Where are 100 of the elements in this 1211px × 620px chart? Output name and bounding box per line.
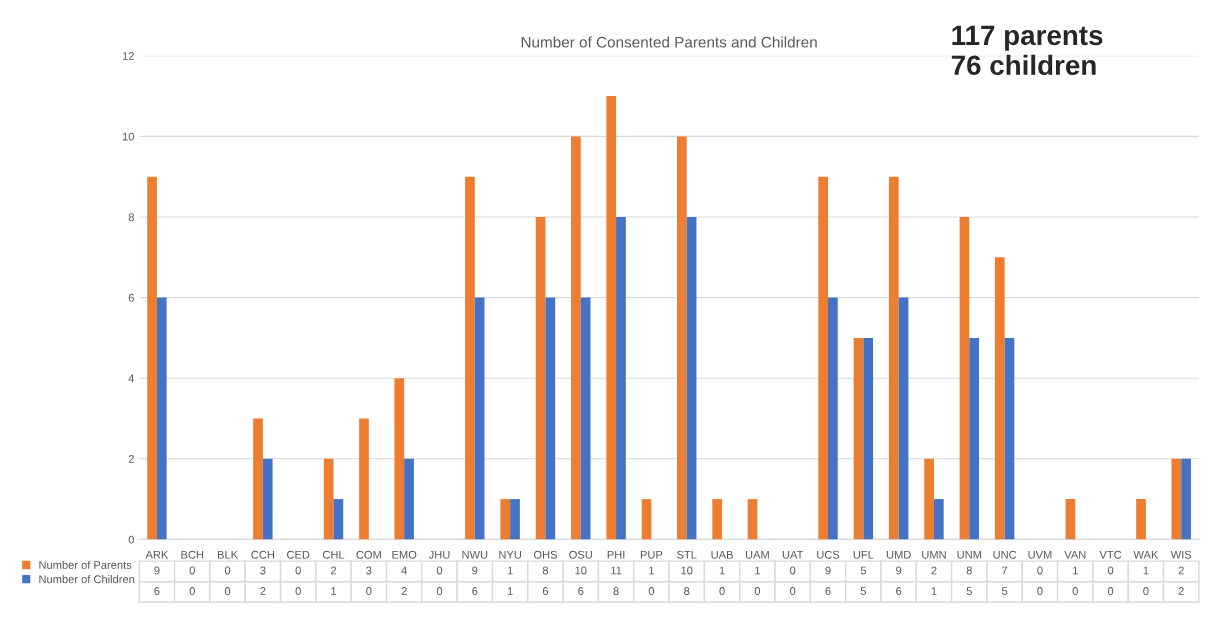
bar — [853, 337, 864, 540]
data-label: 1 — [507, 566, 513, 575]
y-tick-label: 8 — [128, 213, 134, 222]
data-label: 5 — [1001, 587, 1008, 595]
data-label: 2 — [260, 587, 266, 595]
data-label: 9 — [825, 566, 831, 575]
bar — [323, 458, 334, 540]
data-label: 10 — [681, 566, 693, 575]
bar — [545, 297, 556, 540]
data-label: 0 — [224, 587, 231, 595]
data-label: 1 — [507, 587, 513, 595]
bar — [828, 297, 838, 540]
data-label: 9 — [154, 566, 160, 575]
data-label: 0 — [790, 566, 796, 575]
data-label: 0 — [1037, 566, 1043, 575]
data-label: 0 — [1037, 587, 1043, 595]
x-tick-label: STL — [677, 550, 697, 559]
data-label: 8 — [684, 587, 690, 595]
bar — [969, 337, 980, 540]
x-tick-label: UCS — [817, 550, 840, 559]
data-label: 1 — [649, 566, 654, 575]
data-label: 5 — [860, 587, 866, 595]
data-label: 0 — [189, 566, 195, 575]
x-tick-label: UMN — [922, 550, 946, 559]
data-label: 8 — [966, 566, 972, 575]
data-label: 9 — [472, 566, 478, 575]
data-label: 0 — [366, 587, 372, 595]
bar — [465, 176, 475, 540]
x-tick-label: OSU — [569, 550, 592, 559]
bar — [959, 217, 970, 540]
bar — [747, 499, 758, 540]
data-label: 3 — [260, 566, 266, 575]
data-label: 0 — [436, 566, 443, 575]
data-label: 6 — [896, 587, 902, 595]
x-tick-label: OHS — [533, 550, 557, 559]
bar — [580, 297, 591, 540]
data-label: 3 — [366, 566, 372, 575]
y-tick-label: 10 — [122, 132, 134, 141]
data-label: 0 — [436, 587, 443, 595]
data-label: 8 — [542, 566, 549, 575]
bar — [924, 458, 934, 540]
x-tick-label: PUP — [640, 550, 663, 559]
bar — [606, 96, 617, 540]
data-label: 1 — [1143, 566, 1149, 575]
x-tick-label: UAB — [711, 550, 733, 559]
x-tick-label: UMD — [886, 550, 911, 559]
chart-title: Number of Consented Parents and Children — [521, 36, 817, 48]
y-tick-label: 2 — [128, 455, 134, 463]
data-label: 6 — [154, 587, 160, 595]
data-label: 4 — [401, 566, 407, 575]
data-label: 0 — [648, 587, 655, 595]
data-label: 8 — [613, 587, 619, 595]
x-tick-label: UAM — [745, 550, 769, 559]
bar — [404, 458, 414, 540]
data-label: 0 — [1107, 587, 1114, 595]
x-tick-label: UVM — [1028, 550, 1052, 559]
bar — [500, 499, 511, 540]
data-label: 2 — [1178, 566, 1184, 575]
data-label: 1 — [1073, 566, 1078, 575]
x-tick-label: BCH — [181, 550, 204, 559]
data-label: 0 — [189, 587, 195, 595]
bar — [933, 499, 944, 540]
data-label: 0 — [1143, 587, 1149, 595]
x-tick-label: VAN — [1064, 550, 1086, 559]
bar — [898, 297, 909, 540]
bar — [535, 217, 546, 540]
bar — [394, 378, 405, 540]
x-tick-label: JHU — [428, 550, 450, 559]
data-label: 0 — [224, 566, 231, 575]
bar — [571, 136, 581, 540]
legend-label: Number of Children — [39, 575, 135, 584]
x-tick-label: EMO — [392, 550, 417, 559]
y-tick-label: 12 — [122, 52, 134, 60]
bar — [994, 257, 1005, 540]
bar — [616, 217, 626, 540]
data-label: 11 — [611, 566, 622, 575]
bar — [641, 499, 652, 540]
bar — [1181, 458, 1191, 540]
x-tick-label: COM — [356, 550, 381, 559]
legend-label: Number of Parents — [39, 560, 132, 569]
data-label: 6 — [578, 587, 584, 595]
x-tick-label: UAT — [782, 550, 804, 559]
data-label: 2 — [401, 587, 407, 595]
data-label: 1 — [719, 566, 725, 575]
data-label: 10 — [575, 566, 587, 575]
data-label: 5 — [860, 566, 866, 575]
x-tick-label: CED — [287, 550, 310, 559]
x-tick-label: CHL — [322, 550, 345, 559]
bar — [333, 499, 344, 540]
data-label: 5 — [966, 587, 972, 595]
data-label: 2 — [1178, 587, 1184, 595]
x-tick-label: NYU — [499, 550, 522, 559]
bar — [474, 297, 485, 540]
bar — [156, 297, 167, 540]
x-tick-label: BLK — [217, 550, 238, 559]
bar — [262, 458, 273, 540]
bar — [1171, 458, 1182, 540]
data-label: 6 — [825, 587, 831, 595]
bar — [1136, 499, 1146, 540]
x-tick-label: UFL — [853, 550, 874, 559]
